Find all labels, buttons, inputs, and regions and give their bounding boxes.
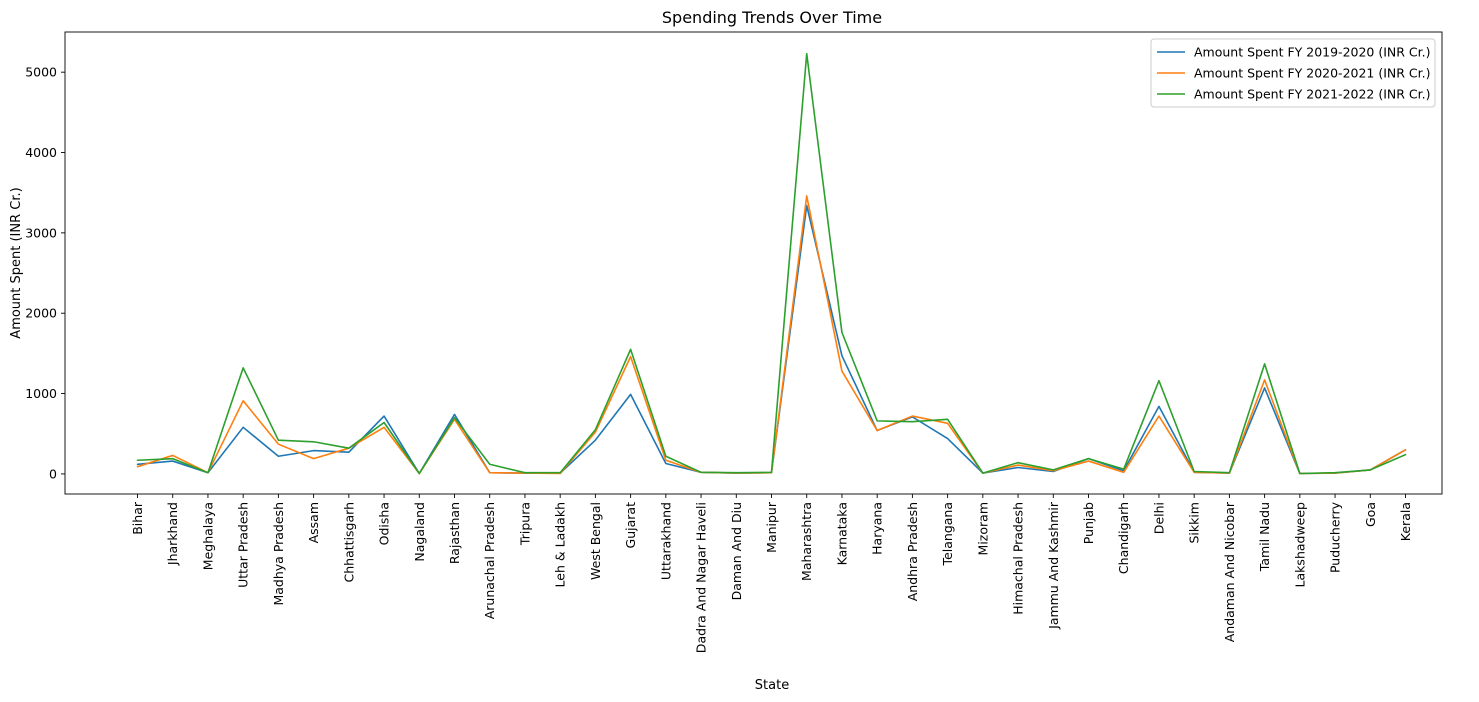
x-tick-label: Sikkim — [1187, 502, 1202, 544]
x-tick-label: Puducherry — [1328, 501, 1343, 573]
x-tick-label: Chhattisgarh — [341, 502, 356, 582]
x-tick-label: Madhya Pradesh — [271, 502, 286, 606]
x-tick-label: Arunachal Pradesh — [482, 502, 497, 619]
x-tick-label: Tamil Nadu — [1257, 502, 1272, 572]
x-tick-label: Haryana — [870, 502, 885, 555]
y-tick-label: 0 — [49, 466, 57, 481]
x-tick-label: Goa — [1363, 502, 1378, 527]
legend-label-3: Amount Spent FY 2021-2022 (INR Cr.) — [1194, 87, 1431, 102]
x-tick-label: Daman And Diu — [729, 502, 744, 600]
x-tick-label: Gujarat — [623, 502, 638, 549]
x-tick-label: Manipur — [764, 501, 779, 553]
y-tick-label: 2000 — [25, 306, 57, 321]
series-line-3 — [136, 52, 1407, 475]
x-tick-label: Meghalaya — [200, 502, 215, 570]
x-tick-label: Punjab — [1081, 502, 1096, 544]
x-tick-label: Assam — [306, 502, 321, 543]
y-axis-label: Amount Spent (INR Cr.) — [9, 187, 24, 338]
x-tick-label: Tripura — [517, 502, 532, 546]
series-line-1 — [136, 204, 1407, 475]
x-tick-label: Delhi — [1151, 502, 1166, 534]
legend-box — [1150, 38, 1436, 108]
x-tick-label: Uttar Pradesh — [236, 502, 251, 588]
x-tick-label: Nagaland — [412, 502, 427, 562]
x-tick-label: Andaman And Nicobar — [1222, 501, 1237, 642]
x-tick-label: Lakshadweep — [1292, 502, 1307, 587]
x-tick-label: West Bengal — [588, 502, 603, 580]
x-tick-label: Maharashtra — [799, 502, 814, 581]
legend: Amount Spent FY 2019-2020 (INR Cr.) Amoun… — [1150, 38, 1436, 108]
x-tick-label: Karnataka — [834, 502, 849, 565]
x-tick-label: Bihar — [130, 501, 145, 535]
x-tick-label: Dadra And Nagar Haveli — [694, 502, 709, 653]
x-tick-label: Telangana — [940, 502, 955, 566]
x-axis-label: State — [755, 678, 789, 693]
legend-label-1: Amount Spent FY 2019-2020 (INR Cr.) — [1194, 45, 1431, 60]
x-tick-label: Odisha — [377, 502, 392, 545]
x-tick-label: Leh & Ladakh — [553, 502, 568, 587]
series-line-2 — [136, 195, 1407, 475]
axes-frame — [64, 31, 1443, 495]
legend-label-2: Amount Spent FY 2020-2021 (INR Cr.) — [1194, 66, 1431, 81]
x-tick-label: Uttarakhand — [658, 502, 673, 580]
plot-area: 0 1000 2000 3000 4000 5000 Bihar Jharkhand Megha… — [25, 31, 1443, 653]
x-tick-label: Mizoram — [975, 502, 990, 555]
x-tick-label: Andhra Pradesh — [905, 502, 920, 601]
x-tick-label: Chandigarh — [1116, 502, 1131, 574]
y-tick-label: 3000 — [25, 225, 57, 240]
x-tick-label: Rajasthan — [447, 502, 462, 564]
y-tick-label: 1000 — [25, 386, 57, 401]
chart-title: Spending Trends Over Time — [662, 8, 882, 27]
x-tick-label: Jharkhand — [165, 502, 180, 566]
y-tick-label: 4000 — [25, 145, 57, 160]
x-tick-label: Jammu And Kashmir — [1046, 501, 1061, 630]
x-tick-label: Himachal Pradesh — [1011, 502, 1026, 615]
y-tick-label: 5000 — [25, 65, 57, 80]
x-tick-label: Kerala — [1398, 502, 1413, 541]
